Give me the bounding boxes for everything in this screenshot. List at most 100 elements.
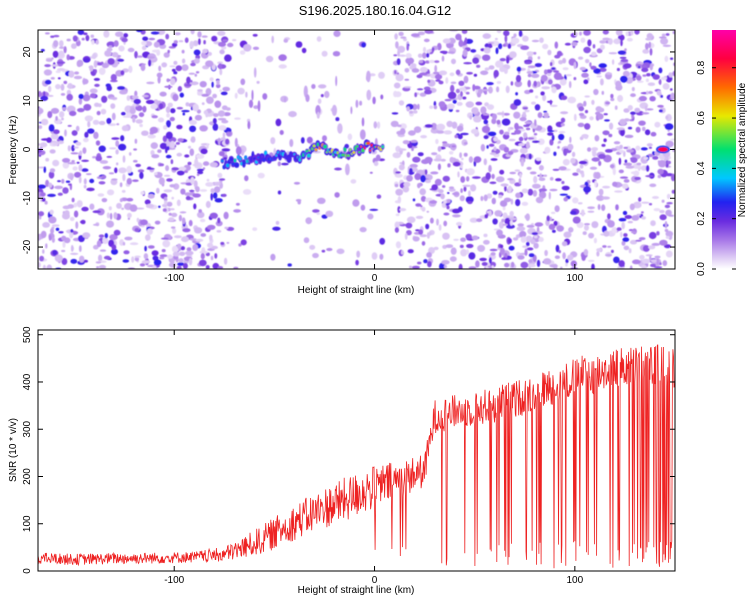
spectrogram-noise-blob <box>216 230 222 233</box>
spectrogram-noise-blob <box>664 221 668 229</box>
spectrogram-noise-blob <box>509 210 514 217</box>
spectrogram-noise-blob <box>52 249 58 256</box>
spectrogram-noise-blob <box>38 262 41 268</box>
spectrogram-noise-blob <box>547 79 553 85</box>
spectrogram-noise-blob <box>442 175 450 182</box>
spectrogram-noise-blob <box>518 143 525 147</box>
spectrogram-noise-blob <box>446 205 450 210</box>
spectrogram-noise-blob <box>639 254 645 260</box>
spectrogram-noise-blob <box>480 195 484 202</box>
spectrogram-noise-blob <box>484 90 488 95</box>
spectrogram-noise-blob <box>499 58 506 62</box>
spectrogram-noise-blob <box>648 245 656 250</box>
spectrogram-noise-blob <box>180 246 185 251</box>
spectrogram-noise-blob <box>598 153 606 159</box>
spectrogram-noise-blob <box>71 160 75 163</box>
spectrogram-noise-blob <box>169 184 176 188</box>
spectrogram-noise-blob <box>420 195 427 202</box>
spectrogram-noise-blob <box>609 164 615 169</box>
spectrogram-noise-blob <box>337 123 343 134</box>
spectrogram-noise-blob <box>565 262 568 267</box>
spectrogram-noise-blob <box>634 107 641 113</box>
spectrogram-noise-blob <box>51 226 55 229</box>
spectrogram-noise-blob <box>411 33 420 37</box>
spectrogram-noise-blob <box>185 102 190 107</box>
spectrogram-noise-blob <box>177 262 185 266</box>
spectrogram-noise-blob <box>495 176 505 183</box>
spectrogram-noise-blob <box>243 44 252 52</box>
spectrogram-noise-blob <box>103 255 111 260</box>
spectrogram-noise-blob <box>527 79 531 88</box>
spectrogram-noise-blob <box>108 172 115 175</box>
spectrogram-noise-blob <box>86 187 95 192</box>
spectrogram-noise-blob <box>526 224 535 228</box>
spectrogram-noise-blob <box>424 169 428 175</box>
spectrogram-noise-blob <box>178 40 184 43</box>
spectrogram-noise-blob <box>132 116 136 123</box>
spectrogram-noise-blob <box>603 230 610 237</box>
spectrogram-noise-blob <box>394 70 397 75</box>
spectrogram-noise-blob <box>221 193 227 197</box>
spectrogram-noise-blob <box>623 162 633 166</box>
spectrogram-noise-blob <box>201 247 206 254</box>
spectrogram-noise-blob <box>277 161 281 167</box>
spectrogram-noise-blob <box>396 72 400 75</box>
spectrogram-noise-blob <box>82 94 91 102</box>
spectrogram-noise-blob <box>77 30 85 35</box>
spectrogram-noise-blob <box>184 192 193 197</box>
spectrogram-noise-blob <box>75 221 79 229</box>
spectrogram-noise-blob <box>78 93 84 100</box>
spectrogram-noise-blob <box>210 255 214 261</box>
spectrogram-noise-blob <box>182 228 191 233</box>
spectrogram-noise-blob <box>556 225 564 232</box>
spectrogram-noise-blob <box>336 248 345 255</box>
spectrogram-noise-blob <box>429 105 434 109</box>
spectrogram-noise-blob <box>317 98 322 104</box>
spectrogram-noise-blob <box>176 106 183 110</box>
spectrogram-noise-blob <box>571 41 578 47</box>
spectrogram-noise-blob <box>539 37 544 43</box>
spectrogram-noise-blob <box>60 83 65 91</box>
spectrogram-noise-blob <box>324 90 330 99</box>
spectrogram-noise-blob <box>416 88 424 91</box>
spectrogram-noise-blob <box>110 79 118 83</box>
spectrogram-noise-blob <box>455 33 462 41</box>
spectrogram-x-tick-label: -100 <box>164 273 184 284</box>
spectrogram-noise-blob <box>534 119 537 127</box>
spectrogram-noise-blob <box>78 176 82 184</box>
spectrogram-noise-blob <box>642 74 647 77</box>
spectrogram-noise-blob <box>451 58 456 65</box>
spectrogram-noise-blob <box>190 62 196 67</box>
spectrogram-noise-blob <box>532 183 541 189</box>
spectrogram-noise-blob <box>142 36 149 42</box>
spectrogram-noise-blob <box>672 30 675 35</box>
spectrogram-noise-blob <box>422 52 427 59</box>
spectrogram-noise-blob <box>163 189 173 193</box>
spectrogram-noise-blob <box>664 244 671 249</box>
spectrogram-noise-blob <box>56 61 66 64</box>
spectrogram-noise-blob <box>63 80 68 85</box>
spectrogram-noise-blob <box>317 197 326 204</box>
spectrogram-noise-blob <box>145 203 155 209</box>
spectrogram-noise-blob <box>222 39 228 42</box>
spectrogram-noise-blob <box>50 228 55 234</box>
spectrogram-noise-blob <box>81 159 89 162</box>
spectrogram-noise-blob <box>212 93 218 99</box>
spectrogram-noise-blob <box>518 30 523 37</box>
spectrogram-noise-blob <box>181 49 185 54</box>
spectrogram-noise-blob <box>171 167 180 171</box>
spectrogram-noise-blob <box>316 212 321 215</box>
spectrogram-noise-blob <box>202 167 206 170</box>
spectrogram-noise-blob <box>524 121 532 125</box>
spectrogram-noise-blob <box>648 91 653 94</box>
spectrogram-noise-blob <box>431 47 435 52</box>
spectrogram-noise-blob <box>605 72 613 75</box>
spectrogram-noise-blob <box>411 147 414 151</box>
spectrogram-noise-blob <box>665 33 670 36</box>
spectrogram-noise-blob <box>454 134 459 139</box>
spectrogram-noise-blob <box>278 54 287 61</box>
spectrogram-noise-blob <box>583 186 591 193</box>
spectrogram-noise-blob <box>618 34 625 41</box>
spectrogram-noise-blob <box>451 121 458 129</box>
spectrogram-noise-blob <box>239 50 246 55</box>
